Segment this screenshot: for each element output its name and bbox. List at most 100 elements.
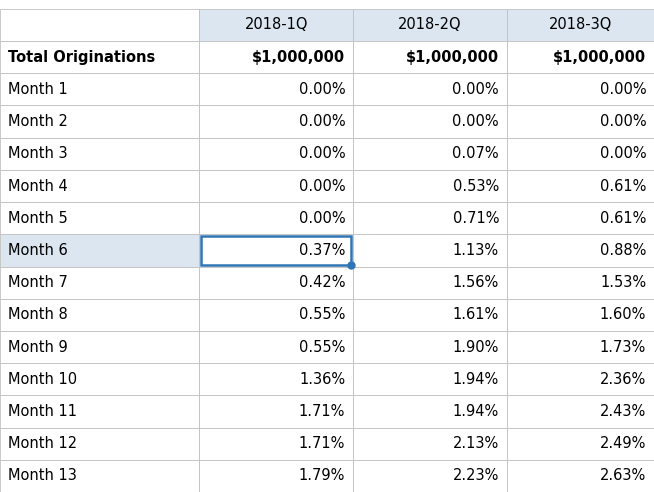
Text: 0.00%: 0.00% <box>299 179 345 193</box>
Text: Month 6: Month 6 <box>8 243 67 258</box>
Bar <box>507 428 654 460</box>
Bar <box>507 9 654 41</box>
Text: Month 2: Month 2 <box>8 114 68 129</box>
Bar <box>0 396 199 428</box>
Text: 0.61%: 0.61% <box>600 179 646 193</box>
Bar <box>507 299 654 331</box>
Bar <box>353 105 507 138</box>
Bar <box>199 9 353 41</box>
Text: Month 9: Month 9 <box>8 339 67 355</box>
Text: Month 8: Month 8 <box>8 308 67 322</box>
Bar <box>0 202 199 234</box>
Bar <box>507 202 654 234</box>
Text: 0.00%: 0.00% <box>453 114 499 129</box>
Text: 1.60%: 1.60% <box>600 308 646 322</box>
Bar <box>0 234 199 267</box>
Text: 1.71%: 1.71% <box>299 404 345 419</box>
Bar <box>353 396 507 428</box>
Text: 0.00%: 0.00% <box>299 114 345 129</box>
Text: Month 10: Month 10 <box>8 372 77 387</box>
Text: 2.23%: 2.23% <box>453 468 499 484</box>
Bar <box>0 105 199 138</box>
Bar <box>0 331 199 363</box>
Text: 0.00%: 0.00% <box>299 146 345 161</box>
Text: Month 1: Month 1 <box>8 82 67 97</box>
Text: 1.79%: 1.79% <box>299 468 345 484</box>
Bar <box>353 299 507 331</box>
Bar <box>353 460 507 492</box>
Text: 0.61%: 0.61% <box>600 211 646 226</box>
Bar <box>199 428 353 460</box>
Text: 2.13%: 2.13% <box>453 436 499 451</box>
Bar <box>199 105 353 138</box>
Text: 1.36%: 1.36% <box>299 372 345 387</box>
Text: $1,000,000: $1,000,000 <box>553 50 646 64</box>
Bar <box>353 41 507 73</box>
Bar <box>199 202 353 234</box>
Text: 0.55%: 0.55% <box>299 308 345 322</box>
Bar <box>0 299 199 331</box>
Bar <box>199 234 353 267</box>
Bar <box>353 363 507 396</box>
Text: 0.00%: 0.00% <box>600 114 646 129</box>
Text: 1.73%: 1.73% <box>600 339 646 355</box>
Bar <box>0 428 199 460</box>
Bar <box>0 460 199 492</box>
Bar <box>0 363 199 396</box>
Bar <box>0 170 199 202</box>
Bar <box>199 138 353 170</box>
Bar <box>353 428 507 460</box>
Text: 1.94%: 1.94% <box>453 372 499 387</box>
Text: 0.07%: 0.07% <box>453 146 499 161</box>
Bar <box>199 41 353 73</box>
Bar <box>353 138 507 170</box>
Bar <box>201 236 351 265</box>
Bar <box>0 267 199 299</box>
Text: $1,000,000: $1,000,000 <box>252 50 345 64</box>
Bar <box>199 460 353 492</box>
Text: 1.71%: 1.71% <box>299 436 345 451</box>
Text: 1.94%: 1.94% <box>453 404 499 419</box>
Bar <box>199 396 353 428</box>
Text: 1.13%: 1.13% <box>453 243 499 258</box>
Text: 0.53%: 0.53% <box>453 179 499 193</box>
Bar <box>507 105 654 138</box>
Text: Month 13: Month 13 <box>8 468 77 484</box>
Bar <box>199 331 353 363</box>
Text: Month 4: Month 4 <box>8 179 67 193</box>
Text: Month 11: Month 11 <box>8 404 77 419</box>
Text: 0.88%: 0.88% <box>600 243 646 258</box>
Text: 0.42%: 0.42% <box>299 275 345 290</box>
Bar <box>507 363 654 396</box>
Text: 2018-2Q: 2018-2Q <box>398 17 462 32</box>
Text: $1,000,000: $1,000,000 <box>406 50 499 64</box>
Text: Month 7: Month 7 <box>8 275 68 290</box>
Text: 0.00%: 0.00% <box>453 82 499 97</box>
Bar <box>507 41 654 73</box>
Text: 2018-3Q: 2018-3Q <box>549 17 612 32</box>
Bar <box>0 73 199 105</box>
Bar <box>353 234 507 267</box>
Text: 0.55%: 0.55% <box>299 339 345 355</box>
Text: 0.37%: 0.37% <box>299 243 345 258</box>
Bar <box>353 202 507 234</box>
Text: 2.43%: 2.43% <box>600 404 646 419</box>
Bar <box>199 267 353 299</box>
Bar <box>507 138 654 170</box>
Bar <box>353 9 507 41</box>
Text: 1.56%: 1.56% <box>453 275 499 290</box>
Bar <box>353 73 507 105</box>
Text: 0.00%: 0.00% <box>600 82 646 97</box>
Bar <box>353 267 507 299</box>
Text: 2018-1Q: 2018-1Q <box>245 17 308 32</box>
Bar <box>507 170 654 202</box>
Bar <box>199 363 353 396</box>
Text: 2.36%: 2.36% <box>600 372 646 387</box>
Text: 1.90%: 1.90% <box>453 339 499 355</box>
Bar <box>0 41 199 73</box>
Bar <box>353 170 507 202</box>
Text: 0.00%: 0.00% <box>299 211 345 226</box>
Text: Total Originations: Total Originations <box>8 50 155 64</box>
Bar <box>507 267 654 299</box>
Text: 0.00%: 0.00% <box>600 146 646 161</box>
